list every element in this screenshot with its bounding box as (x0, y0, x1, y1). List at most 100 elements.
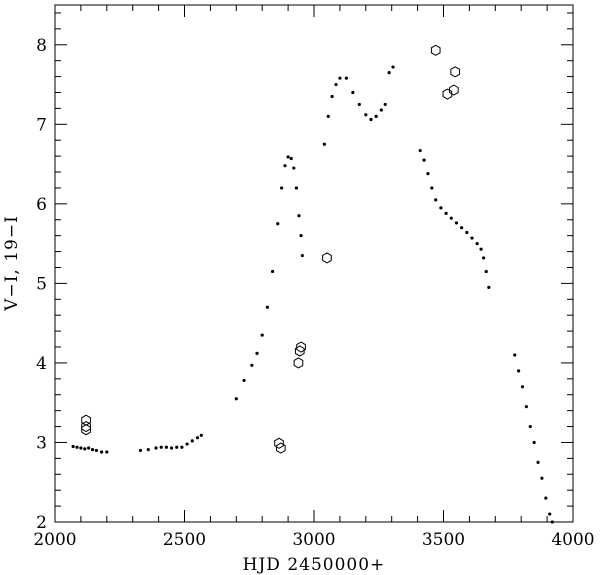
dot-point (175, 445, 179, 449)
dot-point (299, 234, 303, 238)
hexagon-point (294, 345, 305, 357)
dot-point (475, 242, 479, 246)
dot-point (83, 447, 87, 451)
dot-point (426, 172, 430, 176)
dot-point (487, 285, 491, 289)
dot-point (369, 117, 373, 122)
dot-point (379, 108, 383, 112)
dot-point (351, 90, 355, 95)
hexagon-point (430, 44, 441, 56)
dot-point (292, 166, 296, 170)
dot-point (185, 442, 189, 446)
dot-point (374, 114, 378, 118)
hexagon-point (81, 420, 91, 433)
x-axis-title: HJD 2450000+ (243, 555, 386, 575)
y-tick-label: 8 (36, 36, 47, 56)
dot-point (439, 206, 443, 210)
y-axis-title: V−I, 19−I (2, 215, 22, 312)
dot-point (180, 445, 184, 449)
dot-point (94, 448, 99, 453)
dot-point (283, 164, 287, 168)
hexagon-point (322, 252, 332, 264)
dot-point (540, 476, 544, 480)
dot-point (524, 405, 528, 409)
dot-point (190, 439, 194, 443)
dot-point (434, 198, 438, 202)
dot-point (536, 460, 540, 464)
hexagon-point (293, 357, 304, 369)
hexagon-point (274, 437, 284, 449)
dot-point (422, 158, 426, 162)
x-tick-label: 3500 (422, 530, 465, 550)
y-tick-label: 3 (36, 433, 47, 453)
y-tick-label: 7 (36, 115, 47, 135)
dot-point (479, 247, 483, 251)
dot-point (330, 94, 334, 99)
dot-point (154, 446, 158, 450)
dot-point (87, 446, 91, 450)
dot-point (383, 102, 387, 107)
data-points (71, 44, 554, 524)
dot-point (449, 216, 453, 220)
dot-point (146, 448, 150, 452)
dot-point (444, 211, 448, 215)
dot-point (550, 520, 554, 524)
dot-point (105, 450, 109, 454)
dot-point (517, 369, 521, 373)
dot-point (334, 82, 338, 87)
dot-point (532, 440, 536, 445)
dot-point (159, 445, 163, 449)
dot-point (250, 363, 254, 367)
dot-point (338, 76, 342, 80)
hexagon-point (450, 66, 460, 78)
dot-point (280, 186, 284, 190)
dot-point (344, 76, 348, 80)
dot-point (391, 65, 395, 69)
dot-point (276, 222, 280, 226)
dot-point (234, 397, 238, 401)
dot-point (199, 433, 203, 437)
y-tick-label: 2 (36, 513, 47, 533)
dot-point (482, 256, 486, 260)
y-tick-label: 6 (36, 195, 47, 215)
axis-tick-labels: 2000 2500 3000 3500 4000 2 3 4 5 6 7 8 (33, 36, 594, 550)
dot-point (90, 448, 95, 452)
axis-ticks (54, 5, 574, 523)
hexagon-point (296, 341, 306, 353)
dot-point (484, 269, 488, 274)
dot-point (164, 445, 168, 449)
dot-point (242, 378, 246, 383)
x-tick-label: 3000 (292, 530, 335, 550)
dot-point (454, 221, 459, 225)
dot-point (460, 226, 464, 230)
dot-point (294, 186, 298, 190)
dot-point (418, 148, 422, 153)
dot-point (528, 424, 532, 429)
dot-point (297, 214, 301, 218)
hexagon-point (442, 88, 453, 100)
dot-point (195, 436, 200, 440)
dot-point (326, 114, 330, 118)
dot-point (289, 156, 293, 161)
dot-point (470, 236, 474, 240)
dot-point (544, 496, 548, 500)
x-tick-label: 2500 (163, 530, 206, 550)
dot-point (169, 446, 174, 450)
dot-point (548, 512, 552, 516)
x-tick-label: 2000 (33, 530, 76, 550)
dot-point (364, 113, 368, 117)
dot-point (265, 305, 269, 309)
plot-frame (54, 4, 574, 523)
dot-point (79, 446, 83, 450)
hexagon-point (449, 84, 459, 96)
dot-point (520, 385, 525, 389)
dot-point (75, 445, 79, 449)
dot-point (71, 444, 75, 449)
dot-point (255, 351, 259, 355)
y-tick-label: 4 (36, 354, 47, 374)
dot-point (260, 333, 264, 337)
dot-point (513, 353, 517, 357)
hexagon-point (276, 442, 286, 454)
dot-point (270, 269, 275, 274)
